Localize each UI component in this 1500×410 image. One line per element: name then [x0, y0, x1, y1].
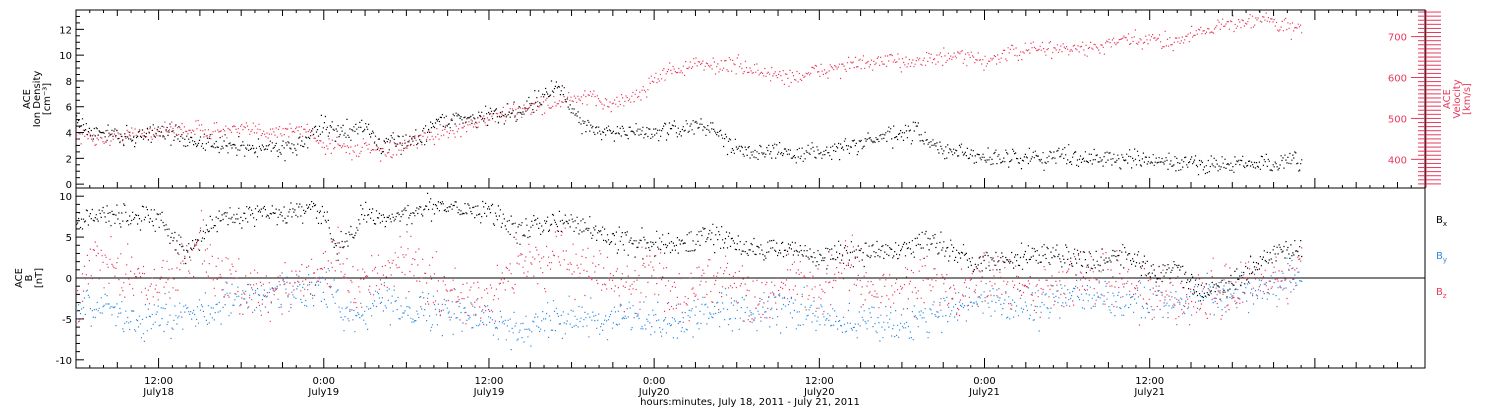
top-left-tick-label: 10 — [59, 51, 72, 62]
velocity-series-points — [76, 10, 1303, 162]
x-tick-date-label: July20 — [638, 387, 670, 398]
svg-text:[km/s]: [km/s] — [1462, 83, 1473, 115]
top-right-tick-label: 500 — [1388, 114, 1407, 125]
svg-text:[cm⁻³]: [cm⁻³] — [42, 83, 53, 115]
by-series — [76, 257, 1303, 351]
x-tick-date-label: July19 — [307, 387, 339, 398]
bottom-tick-label: 10 — [59, 192, 72, 203]
x-axis: 12:00July180:00July1912:00July190:00July… — [75, 10, 1426, 398]
bz-series-points — [76, 210, 1303, 326]
x-axis-title: hours:minutes, July 18, 2011 - July 21, … — [640, 397, 860, 408]
bottom-tick-label: 0 — [66, 274, 72, 285]
top-left-tick-label: 2 — [66, 154, 72, 165]
x-tick-time-label: 12:00 — [475, 376, 504, 387]
bx-series — [76, 192, 1303, 302]
bottom-y-label: ACE B [nT] — [14, 268, 45, 288]
velocity-series — [76, 10, 1303, 162]
top-left-tick-label: 8 — [66, 77, 72, 88]
bz-series — [76, 210, 1303, 326]
top-left-y-ticks: 0 2 4 6 8 10 12 — [59, 15, 84, 191]
density-series — [76, 80, 1303, 176]
x-tick-time-label: 12:00 — [1135, 376, 1164, 387]
bottom-legend: Bx By Bz — [1436, 215, 1447, 300]
legend-entry-bx: Bx — [1436, 215, 1447, 228]
legend-entry-bz: Bz — [1436, 287, 1447, 300]
x-tick-time-label: 12:00 — [805, 376, 834, 387]
top-left-tick-label: 4 — [66, 129, 72, 140]
svg-text:Velocity: Velocity — [1452, 79, 1463, 118]
by-series-points — [76, 257, 1303, 351]
svg-text:Ion Density: Ion Density — [32, 71, 43, 128]
svg-text:B: B — [24, 274, 35, 281]
bottom-tick-label: 5 — [66, 233, 72, 244]
svg-text:[nT]: [nT] — [34, 268, 45, 288]
x-tick-date-label: July21 — [1133, 387, 1165, 398]
bx-series-points — [76, 192, 1303, 302]
top-right-y-ticks: 400 500 600 700 — [1388, 10, 1441, 188]
legend-entry-by: By — [1436, 251, 1447, 264]
top-right-tick-label: 400 — [1388, 155, 1407, 166]
bottom-tick-label: -10 — [56, 356, 72, 367]
density-series-points — [76, 80, 1303, 176]
x-tick-time-label: 12:00 — [144, 376, 173, 387]
top-left-y-label: ACE Ion Density [cm⁻³] — [22, 71, 53, 128]
top-left-tick-label: 0 — [66, 180, 72, 191]
bottom-tick-label: -5 — [62, 315, 72, 326]
top-left-tick-label: 12 — [59, 25, 72, 36]
bottom-panel: -10 -5 0 5 10 ACE B [nT] Bx By Bz — [14, 187, 1447, 369]
svg-text:ACE: ACE — [1442, 89, 1453, 109]
x-tick-date-label: July19 — [473, 387, 505, 398]
x-tick-date-label: July21 — [968, 387, 1000, 398]
x-ticks — [75, 10, 1426, 368]
x-tick-time-label: 0:00 — [313, 376, 335, 387]
top-left-tick-label: 6 — [66, 103, 72, 114]
x-tick-date-label: July18 — [142, 387, 174, 398]
top-right-tick-label: 700 — [1388, 33, 1407, 44]
top-right-tick-label: 600 — [1388, 74, 1407, 85]
x-tick-time-label: 0:00 — [973, 376, 995, 387]
top-right-y-label: ACE Velocity [km/s] — [1442, 79, 1473, 118]
x-tick-date-label: July20 — [803, 387, 835, 398]
bottom-y-ticks: -10 -5 0 5 10 — [56, 192, 84, 367]
svg-text:ACE: ACE — [14, 268, 25, 288]
top-panel-frame — [75, 9, 1426, 189]
x-tick-time-label: 0:00 — [643, 376, 665, 387]
svg-text:ACE: ACE — [22, 89, 33, 109]
